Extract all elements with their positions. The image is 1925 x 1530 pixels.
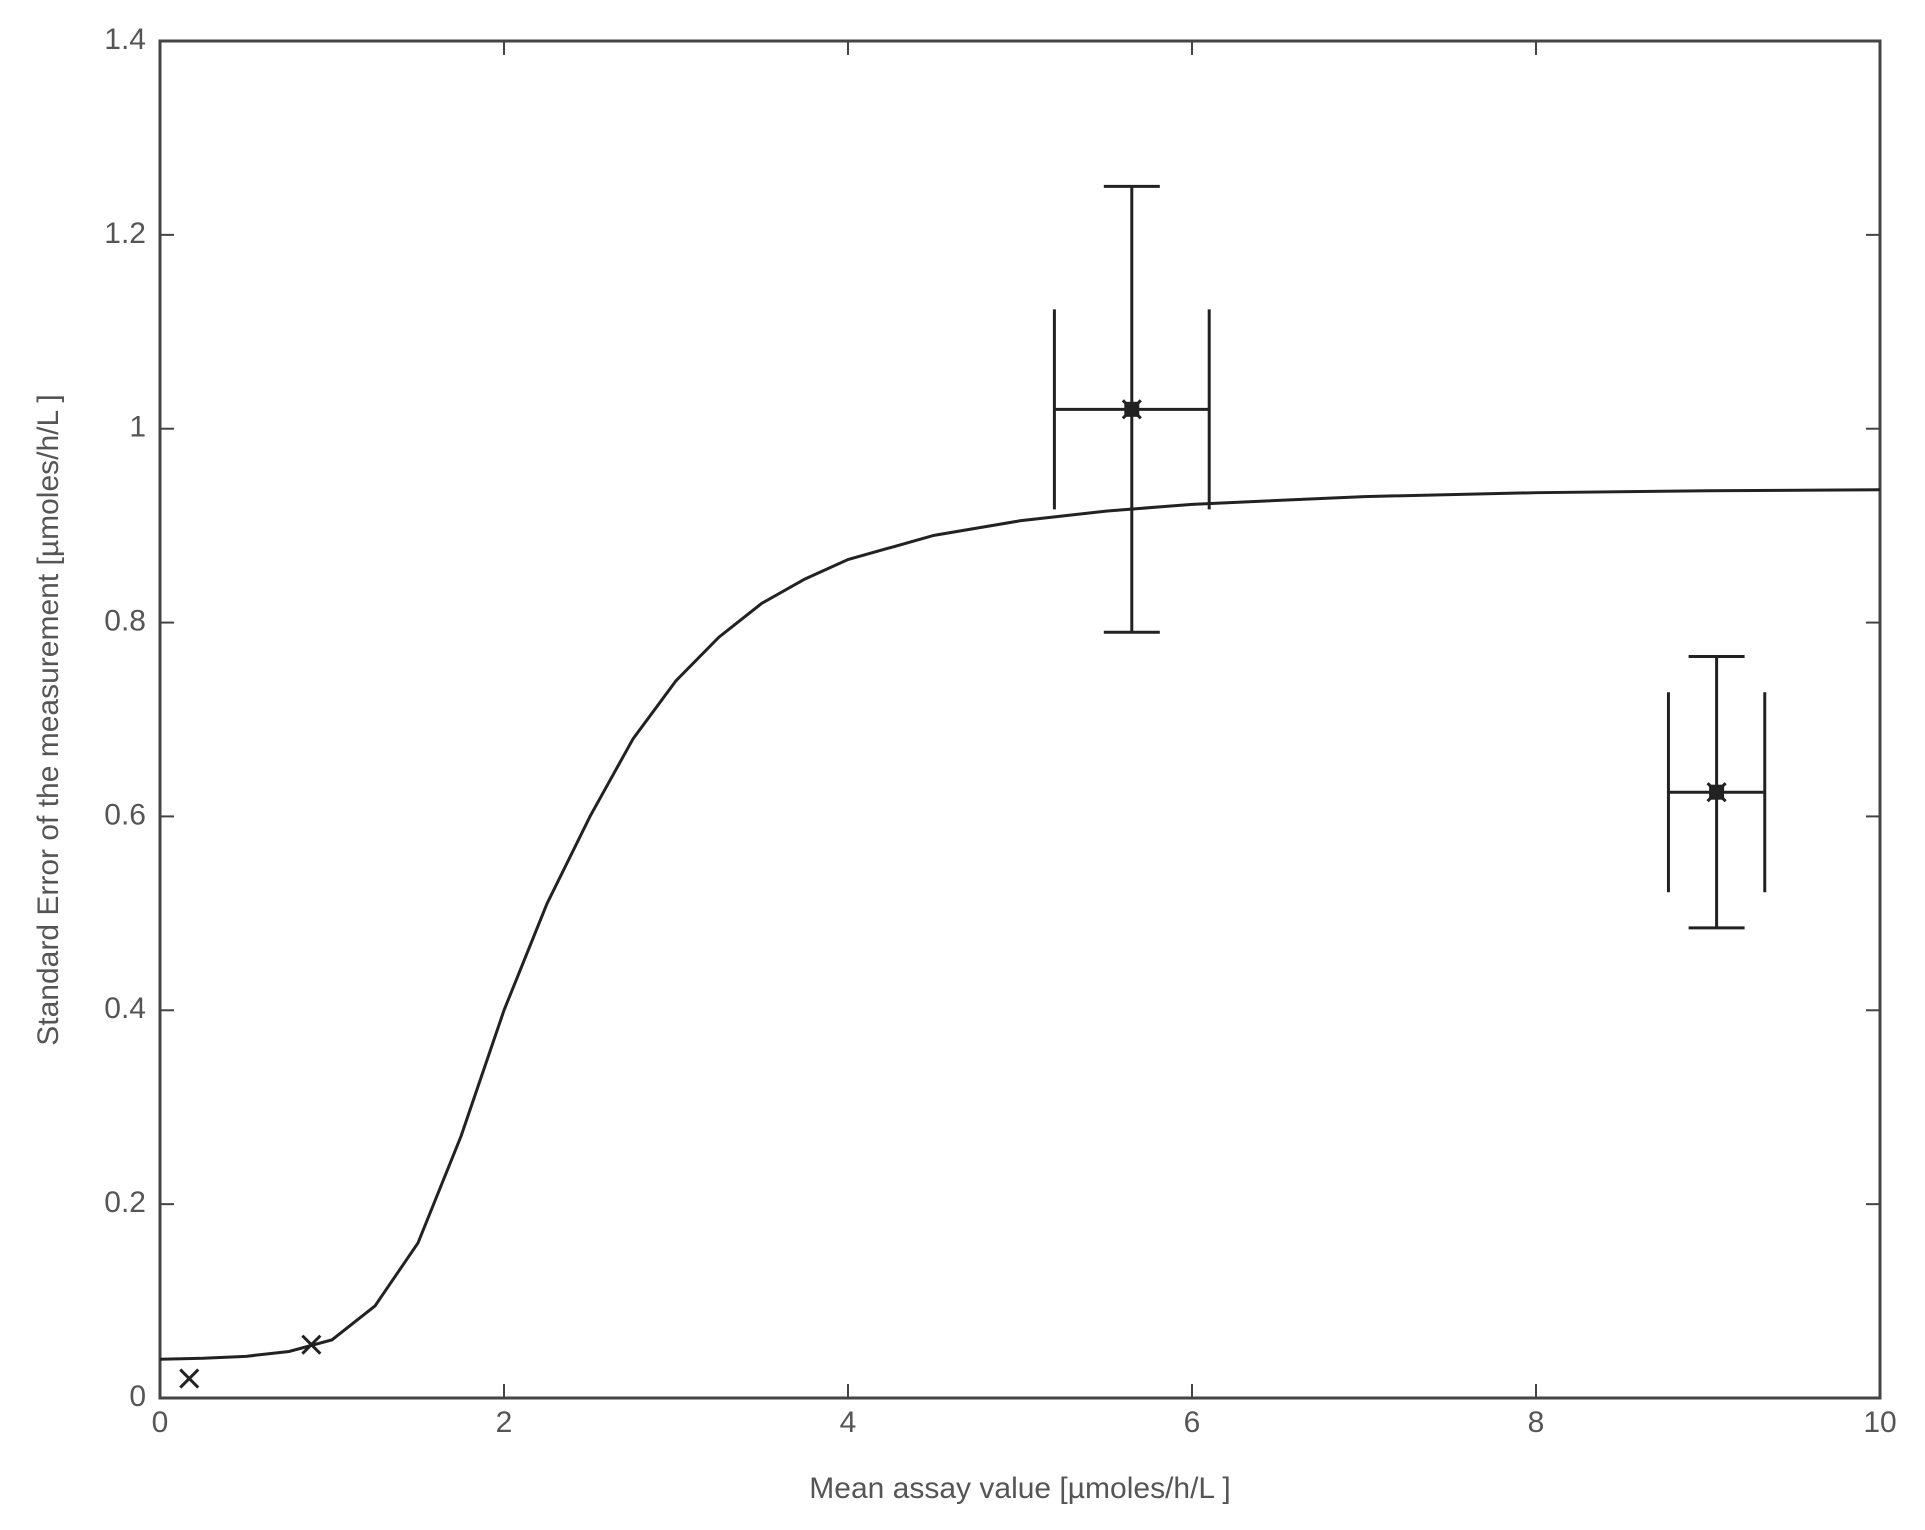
- y-axis-label: Standard Error of the measurement [µmole…: [32, 394, 65, 1045]
- plot-frame: [158, 39, 1882, 1400]
- x-tick-label: 0: [152, 1406, 169, 1439]
- x-tick-label: 4: [840, 1406, 857, 1439]
- y-tick-label: 0.2: [104, 1186, 146, 1219]
- y-tick-label: 0: [129, 1380, 146, 1413]
- point-marker: [1121, 399, 1142, 420]
- y-tick-label: 0.4: [104, 992, 146, 1025]
- marker-stroke: [301, 1334, 322, 1355]
- marker-box: [1709, 784, 1725, 800]
- point-marker: [179, 1368, 200, 1389]
- point-marker: [1706, 782, 1727, 803]
- x-tick-label: 8: [1528, 1406, 1545, 1439]
- y-tick-label: 1: [129, 411, 146, 444]
- x-axis-label: Mean assay value [µmoles/h/L ]: [809, 1472, 1230, 1505]
- x-tick-label: 6: [1184, 1406, 1201, 1439]
- x-tick-label: 2: [496, 1406, 513, 1439]
- marker-stroke: [179, 1368, 200, 1389]
- y-tick-label: 0.6: [104, 798, 146, 831]
- point-marker: [301, 1334, 322, 1355]
- fit-curve: [159, 488, 1881, 1361]
- marker-box: [1124, 401, 1140, 417]
- y-tick-label: 0.8: [104, 604, 146, 637]
- y-tick-label: 1.2: [104, 217, 146, 250]
- x-tick-label: 10: [1863, 1406, 1896, 1439]
- y-tick-label: 1.4: [104, 23, 146, 56]
